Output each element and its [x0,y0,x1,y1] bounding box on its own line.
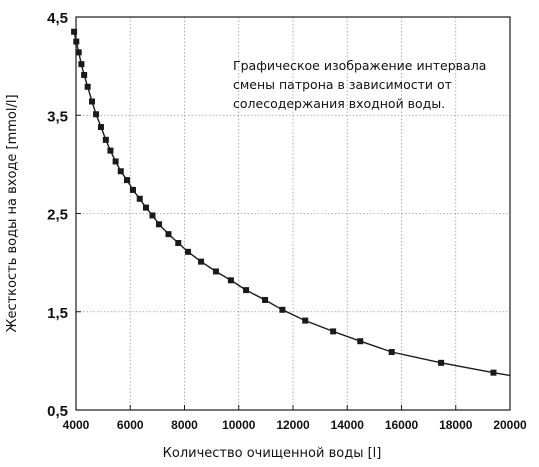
data-point [149,212,156,219]
data-point [84,83,91,90]
annotation-line: Графическое изображение интервала [233,58,487,73]
x-tick-label: 6000 [117,418,144,432]
data-point [142,204,149,211]
data-point [123,177,130,184]
annotation-line: солесодержания входной воды. [233,96,446,111]
data-point [262,296,269,303]
data-point [185,248,192,255]
x-axis-ticks: 4000 6000 8000 10000 12000 14000 16000 18000 200… [63,405,527,432]
data-point [357,338,364,345]
chart-annotation: Графическое изображение интервала смены … [233,56,523,113]
data-point [243,287,250,294]
data-point [93,111,100,118]
data-point [198,258,205,265]
data-point [107,147,114,154]
data-point [97,124,104,131]
x-tick-label: 12000 [276,418,310,432]
data-point [78,61,85,68]
data-point [112,158,119,165]
data-point [75,49,82,56]
annotation-line: смены патрона в зависимости от [233,77,452,92]
data-point [175,239,182,246]
x-tick-label: 14000 [331,418,365,432]
data-point [71,28,78,35]
x-tick-label: 18000 [439,418,473,432]
data-point [89,98,96,105]
data-point [212,268,219,275]
data-point [388,349,395,356]
y-tick-label: 1,5 [47,305,68,322]
data-point [102,136,109,143]
y-axis-label: Жесткость воды на входе [mmol/l] [5,94,20,332]
data-point [438,359,445,366]
data-point [302,317,309,324]
x-tick-label: 20000 [493,418,527,432]
data-point [156,221,163,228]
y-tick-label: 2,5 [47,207,68,224]
data-point [73,38,80,45]
data-point [129,186,136,193]
y-tick-label: 4,5 [47,10,68,27]
x-tick-label: 16000 [385,418,419,432]
y-tick-label: 0,5 [47,403,68,420]
data-point [227,277,234,284]
x-tick-label: 4000 [63,418,90,432]
grid [76,17,510,410]
data-point [165,231,172,238]
x-tick-label: 10000 [222,418,256,432]
series-markers [71,28,497,376]
data-point [490,369,497,376]
data-point [136,195,143,202]
data-point [279,306,286,313]
data-point [81,71,88,78]
x-tick-label: 8000 [171,418,198,432]
data-point [117,168,124,175]
y-tick-label: 3,5 [47,108,68,125]
x-axis-label: Количество очищенной воды [l] [163,446,382,461]
data-point [330,328,337,335]
y-axis-ticks: 0,5 1,5 2,5 3,5 4,5 [47,10,81,420]
